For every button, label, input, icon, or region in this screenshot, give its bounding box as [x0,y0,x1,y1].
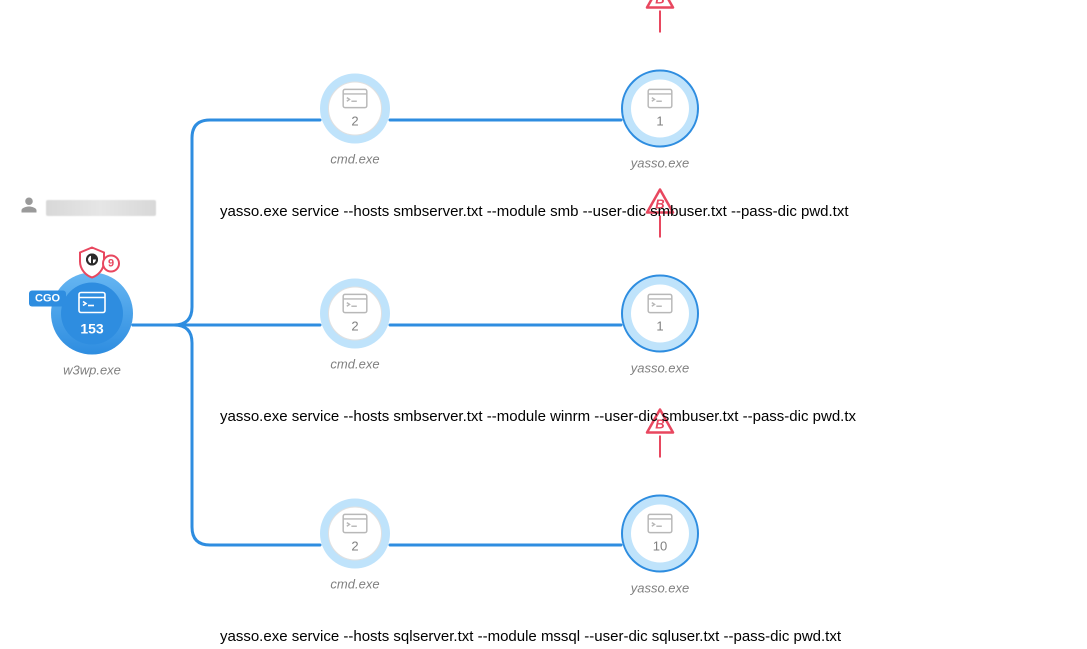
command-line: yasso.exe service --hosts smbserver.txt … [220,203,849,220]
terminal-icon [78,291,106,318]
node-label: yasso.exe [631,581,690,596]
edge-layer [0,0,1087,649]
root-node-w3wp[interactable]: 9 CGO 153 w3wp.exe [51,273,133,378]
terminal-icon [342,89,368,114]
process-node-cmd[interactable]: 2 cmd.exe [320,74,390,167]
node-count: 2 [351,319,358,334]
process-node-cmd[interactable]: 2 cmd.exe [320,279,390,372]
terminal-icon [647,294,673,319]
terminal-icon [342,514,368,539]
node-label: cmd.exe [330,357,379,372]
terminal-icon [342,294,368,319]
command-line: yasso.exe service --hosts sqlserver.txt … [220,628,841,645]
node-count: 2 [351,539,358,554]
terminal-icon [647,89,673,114]
process-tree-canvas: 9 CGO 153 w3wp.exe [0,0,1087,649]
alert-shield-badge: 9 [78,247,106,279]
node-label: yasso.exe [631,156,690,171]
process-node-yasso[interactable]: B 10 yasso.exe [621,495,699,596]
root-label: w3wp.exe [63,363,121,378]
node-label: yasso.exe [631,361,690,376]
alert-count: 9 [102,255,120,273]
root-count: 153 [80,320,103,336]
root-circle: 153 [51,273,133,355]
command-line: yasso.exe service --hosts smbserver.txt … [220,408,856,425]
process-node-yasso[interactable]: B 1 yasso.exe [621,70,699,171]
node-count: 1 [656,319,663,334]
user-row [20,196,156,219]
user-name-redacted [46,200,156,216]
node-count: 1 [656,114,663,129]
node-count: 10 [653,539,667,554]
node-label: cmd.exe [330,577,379,592]
cgo-tag: CGO [29,291,66,307]
process-node-cmd[interactable]: 2 cmd.exe [320,499,390,592]
svg-text:B: B [655,0,664,7]
user-icon [20,196,38,219]
node-label: cmd.exe [330,152,379,167]
terminal-icon [647,514,673,539]
process-node-yasso[interactable]: B 1 yasso.exe [621,275,699,376]
threat-badge: B [645,0,675,33]
node-count: 2 [351,114,358,129]
